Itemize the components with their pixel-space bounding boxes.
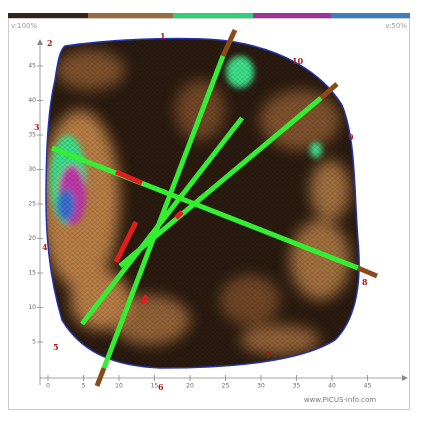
transect-end bbox=[319, 82, 339, 100]
zone-label: 8 bbox=[362, 277, 368, 287]
legend-swatch bbox=[88, 13, 173, 18]
zone-label: 4 bbox=[42, 242, 48, 252]
zone-label: 6 bbox=[158, 382, 164, 392]
transect-gap bbox=[113, 220, 139, 264]
zone-label: 3 bbox=[34, 122, 40, 132]
x-tick-label: 5 bbox=[82, 383, 86, 390]
transect bbox=[51, 145, 359, 271]
transect-end bbox=[94, 367, 107, 387]
y-tick-label: 5 bbox=[32, 339, 36, 346]
transect-gap bbox=[139, 294, 150, 305]
scale-label: v:50% bbox=[385, 22, 407, 30]
y-tick-label: 10 bbox=[28, 304, 36, 311]
transect-end bbox=[220, 28, 238, 58]
zone-label: 10 bbox=[292, 56, 304, 66]
footer-link: www.PICUS-info.com bbox=[304, 396, 376, 404]
y-arrow bbox=[37, 39, 43, 45]
x-tick-label: 0 bbox=[46, 383, 50, 390]
y-tick-label: 35 bbox=[28, 132, 36, 139]
zone-label: 7 bbox=[266, 350, 272, 360]
x-tick-label: 45 bbox=[364, 383, 372, 390]
x-tick-label: 20 bbox=[186, 383, 194, 390]
legend-swatch bbox=[253, 13, 331, 18]
y-tick-label: 25 bbox=[28, 201, 36, 208]
legend-swatch bbox=[331, 13, 410, 18]
zone-label: 1 bbox=[160, 31, 166, 41]
zone-label: 9 bbox=[348, 132, 354, 142]
stand-map bbox=[46, 38, 360, 369]
scale-label: v:100% bbox=[11, 22, 37, 30]
x-tick-label: 40 bbox=[328, 383, 336, 390]
x-tick-label: 10 bbox=[115, 383, 123, 390]
transects bbox=[51, 28, 378, 387]
zone-label: 5 bbox=[53, 342, 59, 352]
zone-label: 2 bbox=[47, 38, 53, 48]
x-tick-label: 25 bbox=[222, 383, 230, 390]
transect-gap bbox=[174, 210, 184, 220]
transect bbox=[101, 55, 226, 369]
frame bbox=[8, 18, 410, 410]
y-tick-label: 20 bbox=[28, 235, 36, 242]
y-tick-label: 40 bbox=[28, 97, 36, 104]
y-tick-label: 45 bbox=[28, 63, 36, 70]
legend-swatch bbox=[8, 13, 88, 18]
x-tick-label: 15 bbox=[151, 383, 159, 390]
y-tick-label: 15 bbox=[28, 270, 36, 277]
x-tick-label: 35 bbox=[293, 383, 301, 390]
x-tick-label: 30 bbox=[257, 383, 265, 390]
transect-end bbox=[357, 265, 378, 279]
y-tick-label: 30 bbox=[28, 166, 36, 173]
transect-gap bbox=[115, 169, 143, 186]
transect bbox=[118, 96, 323, 268]
x-arrow bbox=[402, 375, 408, 381]
stand-border bbox=[45, 37, 360, 369]
legend-swatch bbox=[173, 13, 253, 18]
transect bbox=[80, 116, 244, 326]
